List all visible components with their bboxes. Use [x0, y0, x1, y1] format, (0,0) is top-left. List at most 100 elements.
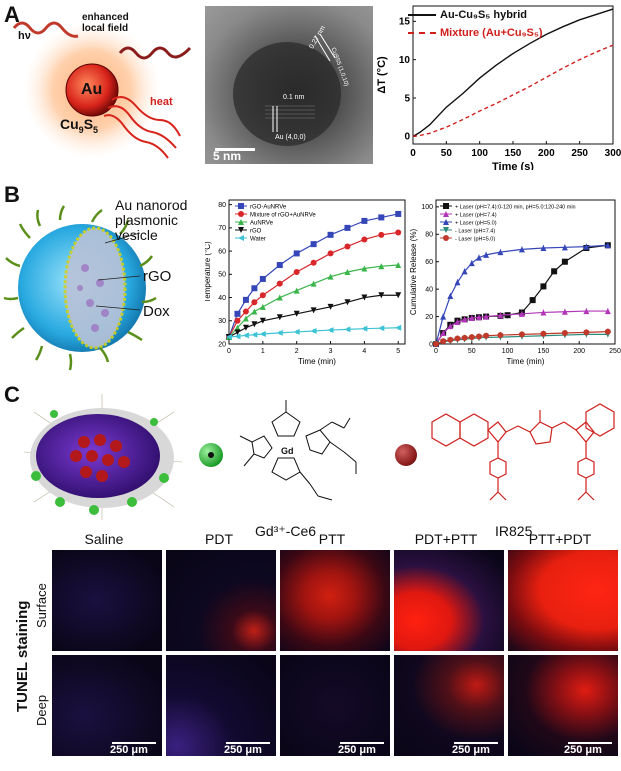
B3-data-point [454, 319, 461, 326]
B3-data-point [540, 245, 547, 251]
shell-sub-5: 5 [93, 124, 99, 135]
B2-data-point [378, 214, 385, 221]
B2-data-point [242, 308, 249, 315]
B2-data-point [327, 273, 334, 280]
B2-data-point [361, 265, 368, 272]
scale-bar [215, 148, 255, 151]
lattice-plane-au: Au (4,0,0) [275, 134, 306, 141]
B2-ytick-label: 40 [218, 295, 226, 302]
B3-ytick-label: 60 [425, 259, 433, 266]
B3-data-point [540, 309, 547, 316]
A3-series-line [412, 44, 614, 138]
B3-data-point [475, 333, 482, 340]
B2-data-point [234, 329, 241, 336]
ir825-name: IR825 [495, 523, 533, 539]
B3-data-point [561, 308, 568, 315]
A3-xtick-label: 300 [605, 148, 621, 159]
B3-xtick-label: 150 [538, 348, 550, 355]
heat-label: heat [150, 96, 173, 108]
B2-xtick-label: 2 [295, 348, 299, 355]
B3-data-point [497, 249, 504, 256]
B2-data-point [361, 325, 368, 332]
B2-data-point [361, 217, 368, 224]
scale-ptt [340, 742, 384, 744]
B2-data-point [310, 259, 317, 266]
row-label-surface: Surface [34, 583, 49, 628]
B3-legend-label: + Laser (pH=7.4) [455, 213, 497, 219]
B3-data-point [497, 312, 504, 319]
B2-ytick-label: 20 [218, 341, 226, 348]
rgo-label: rGO [143, 268, 172, 285]
B2-data-point [259, 331, 266, 338]
B2-data-point [327, 303, 334, 310]
B2-data-point [344, 243, 351, 250]
B3-data-point [583, 308, 590, 315]
tunel-deep-saline [52, 655, 162, 756]
scale-label-pdt-ptt: 250 μm [452, 744, 490, 756]
B2-data-point [310, 307, 317, 314]
B3-data-point [483, 251, 490, 258]
B2-legend-marker [238, 235, 244, 241]
B3-ytick-label: 80 [425, 232, 433, 239]
B2-data-point [226, 334, 232, 341]
scale-pdt [226, 742, 270, 744]
B2-legend-marker [238, 219, 244, 225]
B3-legend-marker [443, 219, 449, 225]
legend-a3-mixture: Mixture (Au+Cu₉S₅) [408, 27, 543, 39]
B2-data-point [276, 294, 283, 301]
enhanced-field-label: enhanced local field [82, 12, 129, 34]
scale-ptt-pdt [568, 742, 612, 744]
B2-data-point [310, 280, 317, 287]
B3-ylabel: Cumulative Release (%) [410, 229, 418, 316]
B3-data-point [440, 338, 447, 345]
col-label-ptt-pdt: PTT+PDT [528, 531, 592, 547]
A3-xlabel: Time (s) [492, 161, 534, 170]
B2-data-point [395, 292, 402, 299]
gd-ce6-structure [232, 392, 370, 522]
B2-xtick-label: 1 [261, 348, 265, 355]
gd-ce6-marker-dot [208, 452, 214, 458]
B3-legend-label: + Laser (pH=5.0) [455, 221, 497, 227]
B3-legend-marker [443, 227, 449, 233]
B3-data-point [583, 243, 590, 250]
B3-series-line [435, 310, 608, 345]
scale-label-saline: 250 μm [110, 744, 148, 756]
B2-xlabel: Time (min) [298, 357, 336, 366]
B2-data-point [293, 287, 300, 294]
B2-ytick-label: 70 [218, 225, 226, 232]
B2-data-point [259, 275, 266, 282]
B3-xtick-label: 50 [468, 348, 476, 355]
B2-data-point [378, 292, 385, 299]
B3-series-line [435, 244, 608, 345]
B3-data-point [454, 335, 461, 342]
au-cu9s5-schematic [0, 8, 200, 168]
B2-data-point [293, 269, 300, 275]
B3-legend-label: - Laser (pH=5.0) [455, 237, 495, 243]
B3-data-point [483, 332, 490, 339]
B3-data-point [461, 316, 468, 323]
B2-data-point [242, 324, 249, 331]
B2-xtick-label: 3 [329, 348, 333, 355]
B2-data-point [293, 328, 300, 335]
B2-data-point [344, 224, 351, 231]
B3-plot-frame [435, 199, 616, 345]
B3-xtick-label: 250 [609, 348, 621, 355]
plasmonic-vesicle-schematic [0, 188, 205, 378]
A3-ytick-label: 15 [399, 17, 411, 28]
B3-series-line [435, 244, 608, 345]
B3-data-point [561, 258, 568, 265]
B2-data-point [378, 263, 385, 270]
A3-xtick-label: 200 [538, 148, 555, 159]
B2-data-point [293, 250, 300, 257]
scale-label-pdt: 250 μm [224, 744, 262, 756]
B3-data-point [447, 336, 454, 343]
dox-label: Dox [143, 303, 170, 320]
B2-ytick-label: 80 [218, 202, 226, 209]
tunel-surface-saline [52, 550, 162, 651]
ir825-marker [395, 444, 417, 466]
B2-data-point [378, 325, 385, 332]
B3-data-point [454, 279, 461, 286]
chart-b3: 0 50 100 150 200 250 0 20 40 60 80 100 Time (min) Cum… [409, 190, 621, 370]
B3-xlabel: Time (min) [507, 357, 545, 366]
B2-data-point [361, 236, 368, 243]
